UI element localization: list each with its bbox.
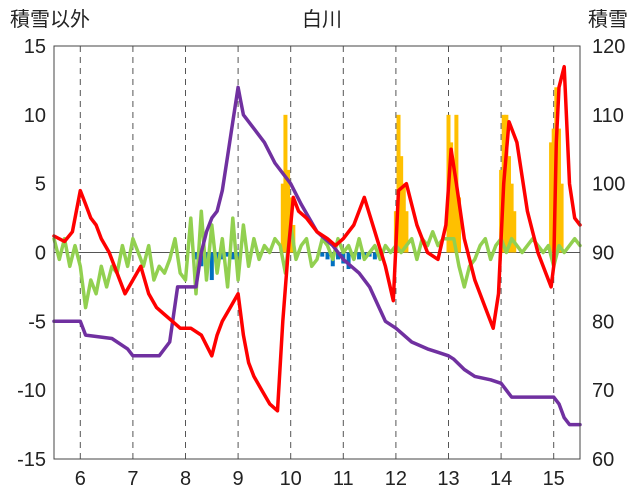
- grid-lines: [54, 46, 580, 459]
- x-tick: 14: [490, 468, 512, 490]
- x-tick: 7: [127, 468, 138, 490]
- precip-bar-blue: [346, 252, 351, 270]
- snowfall-bar-orange: [506, 156, 511, 253]
- y-tick-right: 100: [592, 174, 625, 196]
- purple-series-line: [52, 85, 582, 427]
- precip-bar-blue: [357, 252, 362, 260]
- snowfall-bar-orange: [283, 114, 288, 253]
- snowfall-bar-orange: [549, 142, 554, 253]
- precip-bar-blue: [230, 252, 235, 260]
- plot-frame: [53, 45, 581, 460]
- precip-bar-blue: [209, 252, 214, 281]
- x-tick: 9: [233, 468, 244, 490]
- snowfall-bar-orange: [556, 128, 561, 253]
- y-tick-right: 70: [592, 380, 614, 402]
- snowfall-bar-orange: [457, 197, 462, 253]
- chart-title: 白川: [302, 7, 342, 31]
- y-tick-left: -15: [17, 449, 46, 471]
- y-tick-left: 5: [35, 174, 46, 196]
- y-tick-right: 60: [592, 449, 614, 471]
- series-lines: [52, 64, 582, 427]
- y-tick-right: 110: [592, 105, 624, 127]
- y-tick-right: 80: [592, 311, 614, 333]
- x-tick: 8: [180, 468, 191, 490]
- snowfall-bar-orange: [512, 211, 517, 253]
- tick-labels: -15 -10 -5 0 5 10 15 60 70 80 90 100 110 120 6 7 8 9 10 11 1…: [17, 36, 625, 490]
- snowfall-bar-orange: [286, 169, 291, 253]
- snowfall-bar-orange: [509, 183, 514, 253]
- precip-bar-blue: [194, 252, 199, 260]
- precip-bar-blue: [225, 252, 230, 257]
- snowfall-bar-orange: [504, 114, 509, 253]
- snowfall-bar-orange: [399, 156, 404, 253]
- red-series-line: [52, 64, 582, 413]
- right-axis-label: 積雪: [588, 7, 628, 31]
- precip-bar-blue: [236, 252, 241, 257]
- snowfall-bar-orange: [401, 183, 406, 253]
- x-tick: 15: [543, 468, 565, 490]
- precip-bar-blue: [336, 252, 341, 260]
- snowfall-bar-orange: [280, 183, 285, 253]
- green-series-line: [52, 209, 582, 310]
- y-tick-right: 120: [592, 36, 625, 58]
- left-axis-label: 積雪以外: [10, 7, 90, 31]
- snowfall-bar-orange: [404, 211, 409, 253]
- precip-bar-blue: [325, 252, 330, 260]
- snowfall-bar-orange: [449, 142, 454, 253]
- precip-bar-blue: [320, 252, 325, 257]
- x-tick: 10: [280, 468, 302, 490]
- x-tick: 13: [437, 468, 459, 490]
- y-tick-left: 10: [24, 105, 46, 127]
- y-tick-left: -5: [28, 311, 46, 333]
- snowfall-bar-orange: [559, 183, 564, 253]
- x-tick: 11: [333, 468, 354, 490]
- y-tick-right: 90: [592, 243, 614, 265]
- y-tick-left: -10: [17, 380, 46, 402]
- snowfall-bar-orange: [396, 114, 401, 253]
- y-tick-left: 15: [24, 36, 46, 58]
- x-tick: 12: [385, 468, 407, 490]
- snowfall-bar-orange: [451, 169, 456, 253]
- precip-bar-blue: [372, 252, 377, 260]
- x-tick: 6: [75, 468, 86, 490]
- y-tick-left: 0: [35, 243, 46, 265]
- precip-bar-blue: [220, 252, 225, 260]
